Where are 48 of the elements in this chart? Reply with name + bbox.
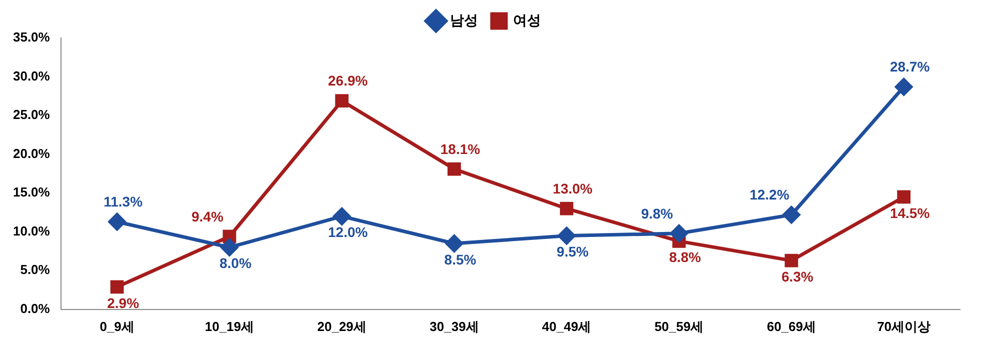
x-tick-label: 0_9세: [100, 318, 134, 334]
legend-label: 여성: [513, 12, 541, 28]
data-label: 6.3%: [781, 268, 814, 284]
point: [220, 238, 238, 256]
point: [333, 208, 351, 226]
data-label: 8.5%: [444, 251, 477, 268]
point: [895, 78, 913, 96]
point: [670, 224, 688, 242]
point: [782, 206, 800, 224]
data-label: 18.1%: [440, 140, 481, 157]
y-tick-label: 10.0%: [12, 223, 50, 238]
data-label: 13.0%: [552, 180, 594, 196]
point: [560, 202, 574, 216]
data-label: 9.8%: [641, 205, 674, 222]
data-label: 14.5%: [890, 204, 930, 221]
y-tick-label: 15.0%: [12, 184, 50, 200]
y-tick-label: 35.0%: [12, 30, 50, 45]
y-tick-label: 25.0%: [12, 107, 50, 122]
x-tick-label: 70세이상: [877, 318, 931, 334]
point: [784, 254, 798, 268]
x-tick-label: 60_69세: [766, 318, 816, 334]
x-tick-label: 40_49세: [542, 318, 592, 334]
x-tick-label: 30_39세: [430, 318, 479, 334]
x-tick-label: 20_29세: [317, 318, 366, 334]
point: [108, 213, 126, 231]
data-label: 8.0%: [219, 255, 252, 272]
point: [448, 162, 461, 176]
point: [897, 190, 911, 204]
legend-label: 남성: [450, 12, 478, 28]
data-label: 9.4%: [191, 208, 224, 224]
point: [110, 280, 124, 294]
x-tick-label: 50_59세: [654, 318, 704, 334]
data-label: 12.2%: [750, 186, 790, 203]
data-label: 26.9%: [328, 72, 368, 89]
point: [558, 226, 576, 244]
x-tick-label: 10_19세: [204, 318, 254, 334]
point: [445, 234, 463, 252]
y-tick-label: 0.0%: [20, 300, 50, 316]
y-tick-label: 30.0%: [12, 68, 50, 84]
data-label: 28.7%: [890, 58, 930, 75]
y-tick-label: 20.0%: [12, 146, 50, 161]
data-label: 12.0%: [328, 224, 368, 240]
data-label: 9.5%: [556, 244, 590, 260]
data-label: 2.9%: [107, 294, 140, 311]
data-label: 11.3%: [104, 194, 144, 210]
y-tick-label: 5.0%: [20, 262, 50, 278]
data-label: 8.8%: [669, 249, 702, 266]
point: [335, 94, 349, 108]
